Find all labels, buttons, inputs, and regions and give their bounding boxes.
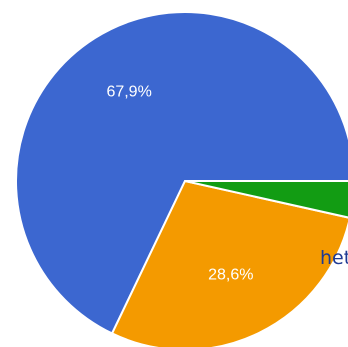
pie-slice-2 <box>111 180 348 347</box>
pie-slice-label-2: 28,6% <box>208 266 253 283</box>
pie-slice-label-1: 67,9% <box>106 84 151 101</box>
pie-slice-1 <box>15 11 348 335</box>
pie-slice-3 <box>184 180 348 219</box>
legend-item-label: hets <box>320 247 348 269</box>
